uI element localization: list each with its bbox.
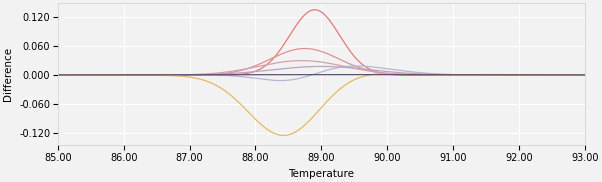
Y-axis label: Difference: Difference [4,47,13,102]
X-axis label: Temperature: Temperature [288,169,355,179]
